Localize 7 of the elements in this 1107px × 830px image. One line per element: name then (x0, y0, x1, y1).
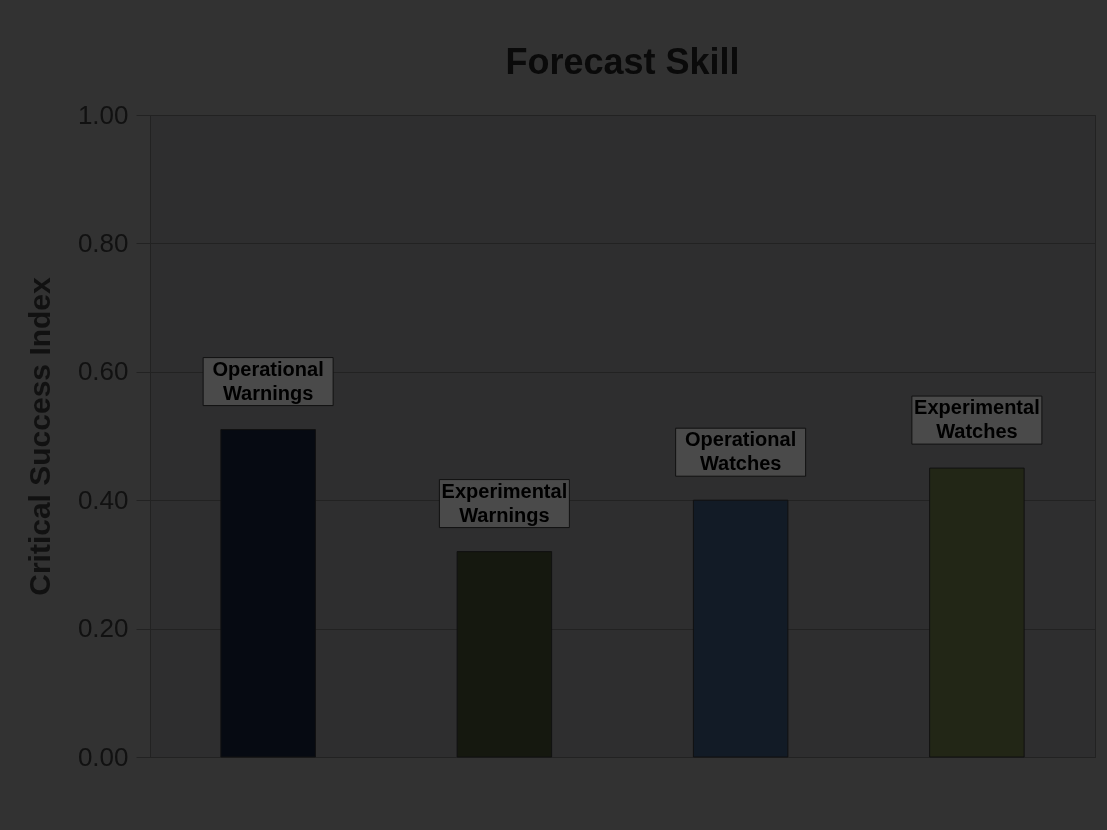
x-tick-label: Experimental Watches (914, 396, 1040, 443)
bar (692, 499, 789, 758)
x-tick-label: Experimental Warnings (441, 479, 568, 526)
bar (220, 429, 316, 758)
x-tick-label: Operational Watches (685, 428, 797, 475)
x-tick-label: Operational Warnings (212, 357, 324, 404)
bar (456, 551, 553, 758)
